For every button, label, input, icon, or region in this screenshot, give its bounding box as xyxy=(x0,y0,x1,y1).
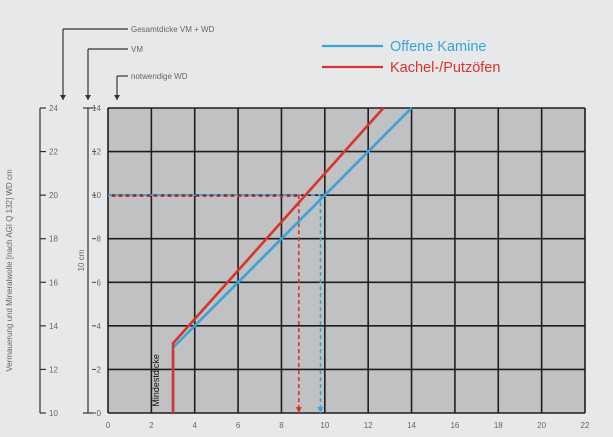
x-tick-label: 20 xyxy=(537,421,546,430)
legend-label: Kachel-/Putzöfen xyxy=(390,60,500,76)
legend: Offene Kamine Kachel-/Putzöfen xyxy=(322,39,500,76)
outer-axis-tick-label: 16 xyxy=(49,278,58,287)
y-tick-label: 6 xyxy=(97,278,102,287)
outer-axis-tick-label: 22 xyxy=(49,148,58,157)
plot-grid xyxy=(107,107,586,414)
y-tick-label: 14 xyxy=(92,104,101,113)
wd-leader-arrow xyxy=(114,95,120,100)
vm-label: VM xyxy=(131,45,143,54)
y-tick-label: 8 xyxy=(97,235,102,244)
y-tick-label: 4 xyxy=(97,322,102,331)
x-tick-label: 8 xyxy=(279,421,284,430)
x-tick-label: 4 xyxy=(193,421,198,430)
reference-arrow-offene xyxy=(317,407,324,413)
outer-axis-tick-label: 18 xyxy=(49,235,58,244)
x-tick-label: 6 xyxy=(236,421,241,430)
x-tick-label: 18 xyxy=(494,421,503,430)
reference-lines xyxy=(108,194,324,413)
outer-axis-tick-label: 24 xyxy=(49,104,58,113)
y-tick-label: 10 xyxy=(92,191,101,200)
x-tick-label: 2 xyxy=(149,421,154,430)
reference-arrow-kachel xyxy=(295,407,302,413)
gesamtdicke-label: Gesamtdicke VM + WD xyxy=(131,25,215,34)
x-tick-label: 12 xyxy=(364,421,373,430)
series-layer xyxy=(171,107,413,413)
wd-label: notwendige WD xyxy=(131,72,188,81)
outer-axis-tick-label: 10 xyxy=(49,409,58,418)
outer-axis-tick-label: 14 xyxy=(49,322,58,331)
outer-axis-tick-label: 20 xyxy=(49,191,58,200)
vm-leader-arrow xyxy=(85,95,91,100)
y-tick-label: 2 xyxy=(97,365,102,374)
gesamtdicke-leader-arrow xyxy=(60,95,66,100)
outer-y-axis-label: Vermauerung und Mineralwolle [nach AGI Q… xyxy=(5,169,14,372)
x-tick-label: 14 xyxy=(407,421,416,430)
tick-labels: 0 2 4 6 8 10 12 14 16 18 20 22 0 2 4 6 8 10 12 14 xyxy=(92,104,590,430)
outer-axis-tick-label: 12 xyxy=(49,365,58,374)
legend-label: Offene Kamine xyxy=(390,39,486,55)
y-tick-label: 0 xyxy=(97,409,102,418)
series-line-kachel-putzoefen xyxy=(171,107,385,413)
plot-area xyxy=(108,108,585,413)
x-tick-label: 0 xyxy=(106,421,111,430)
y-tick-label: 12 xyxy=(92,148,101,157)
x-tick-label: 16 xyxy=(450,421,459,430)
span-label: 10 cm xyxy=(77,249,86,271)
mindestdicke-label: Mindestdicke xyxy=(151,354,161,407)
x-tick-label: 10 xyxy=(320,421,329,430)
x-tick-label: 22 xyxy=(581,421,590,430)
